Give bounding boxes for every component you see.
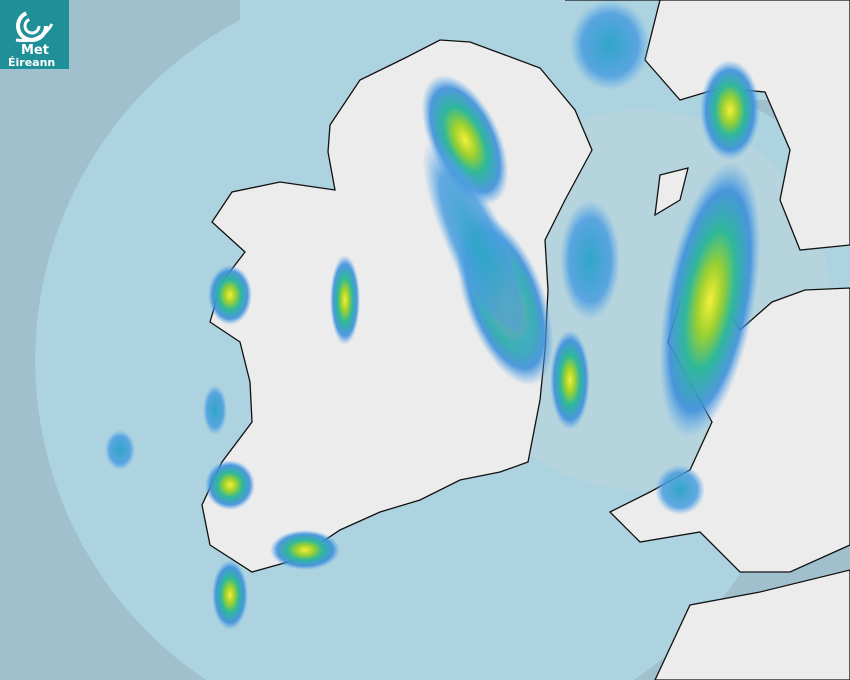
logo-text-met: Met [21,43,49,58]
swirl-icon [15,10,54,43]
rain-echoes [105,0,761,630]
logo-text-eireann: Éireann [8,56,56,69]
met-eireann-logo: Met Éireann [0,0,69,69]
isle-of-man [654,167,689,217]
south-england [654,569,850,680]
